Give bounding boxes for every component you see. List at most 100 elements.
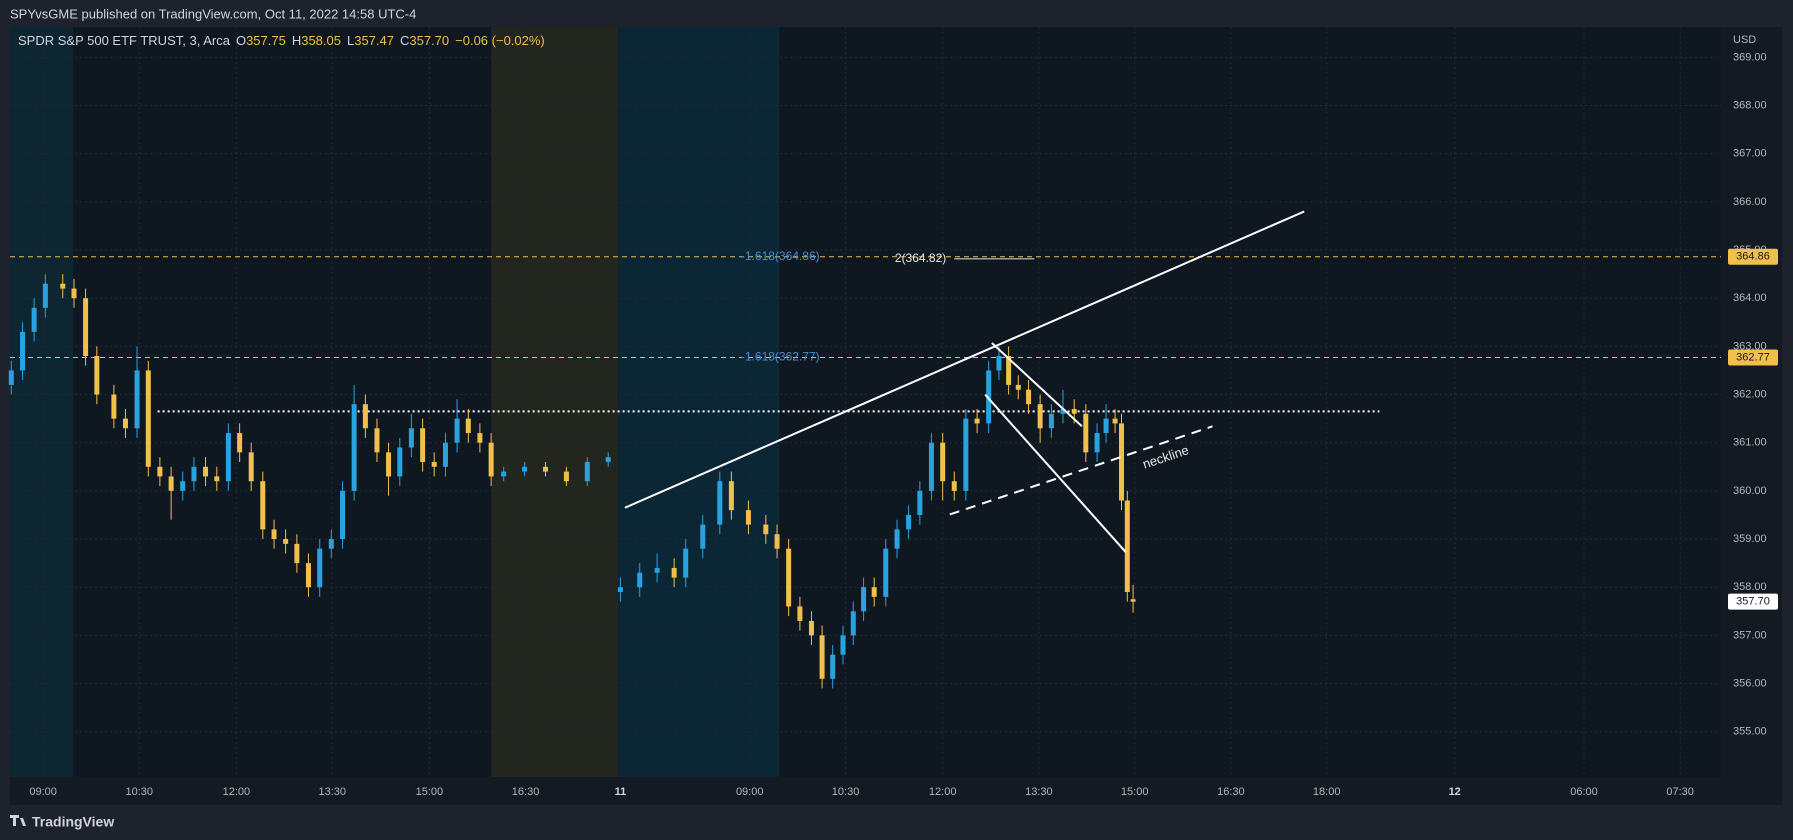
o-value: 357.75 [246,33,286,48]
candle-body [294,543,300,564]
candle-body [522,466,528,472]
candle-body [996,355,1002,371]
y-tick-label: 362.00 [1733,388,1767,400]
candle-body [928,442,934,491]
y-tick-label: 355.00 [1733,726,1767,738]
y-tick-label: 361.00 [1733,437,1767,449]
candle-body [271,529,277,540]
candle-body [584,461,590,482]
currency: USD [1733,34,1756,46]
candle-body [797,606,803,621]
y-tick-label: 356.00 [1733,677,1767,689]
axes: 355.00 356.00 357.00 358.00 359.00 360.00 361.… [29,51,1778,798]
candle-body [477,433,483,443]
candle-body [883,548,889,597]
h-label: H [292,33,301,48]
candle-body [1037,404,1043,429]
price-axis [1721,27,1782,777]
candle-body [442,442,448,467]
candle-body [94,355,100,395]
candle-body [420,428,426,462]
candle-body [134,370,140,429]
candle-body [700,524,706,549]
candle-body [328,539,334,549]
candle-body [906,514,912,530]
y-tick-label: 367.00 [1733,148,1767,160]
candle-body [683,548,689,578]
price-tag-label: 364.86 [1736,251,1770,263]
candle-body [248,452,254,482]
candle-body [940,442,946,482]
candle-body [1071,408,1077,414]
x-tick-label: 10:30 [832,786,860,798]
candle-body [191,466,197,482]
candle-body [83,298,89,356]
grid [10,27,1721,777]
candle-body [1026,389,1032,405]
candle-body [283,539,289,544]
candle-body [861,587,867,612]
candle-body [617,587,623,593]
y-tick-label: 369.00 [1733,51,1767,63]
plot: -1.618(364.86)-1.618(362.77)2(364.82)nec… [8,210,1721,689]
candle-body [830,654,836,679]
candle-body [917,490,923,515]
candle-body [654,567,660,573]
candle-body [60,283,66,289]
x-tick-label: 10:30 [126,786,154,798]
candle-body [728,481,734,511]
candle-body [225,433,231,482]
candle-body [1130,599,1136,602]
y-tick-label: 360.00 [1733,485,1767,497]
candle-body [351,404,357,491]
candle-body [145,370,151,467]
x-tick-label: 09:00 [736,786,764,798]
candle-body [786,548,792,607]
y-tick-label: 363.00 [1733,340,1767,352]
x-tick-label: 09:00 [29,786,57,798]
candle-body [637,572,643,588]
candle-body [1060,408,1066,414]
candle-body [763,524,769,535]
fib-label: -1.618(364.86) [741,249,820,263]
session-shade [491,27,619,777]
candle-body [488,442,494,477]
candle-body [974,418,980,424]
candle-body [963,418,969,491]
candle-body [31,307,37,332]
last-price-label: 357.70 [1736,596,1770,608]
candle-body [203,466,209,477]
candle-body [42,283,48,308]
candle-body [1119,423,1125,501]
candle-body [671,567,677,578]
price-tag [1728,248,1778,265]
candle-body [214,476,220,482]
trendline [624,210,1305,509]
candle-body [871,587,877,597]
candle-body [431,461,437,467]
x-tick-label: 15:00 [416,786,444,798]
x-tick-label: 06:00 [1570,786,1598,798]
logo-mark [10,815,26,826]
footer: TradingView [10,814,114,830]
candle-body [542,466,548,472]
symbol: SPDR S&P 500 ETF TRUST, 3, Arca [18,33,231,48]
candle-body [563,471,569,482]
candle-body [745,510,751,525]
candle-body [819,635,825,679]
x-tick-label: 12 [1449,786,1461,798]
candle-body [122,418,128,429]
candle-body [71,288,77,299]
candle-body [1083,413,1089,453]
candle-body [20,331,26,371]
o-label: O [236,33,246,48]
time-axis [10,777,1782,805]
x-tick-label: 12:00 [929,786,957,798]
candle-body [8,370,14,385]
l-label: L [347,33,354,48]
x-tick-label: 16:30 [1217,786,1245,798]
x-tick-label: 12:00 [223,786,251,798]
c-label: C [400,33,409,48]
candle-body [157,466,163,477]
